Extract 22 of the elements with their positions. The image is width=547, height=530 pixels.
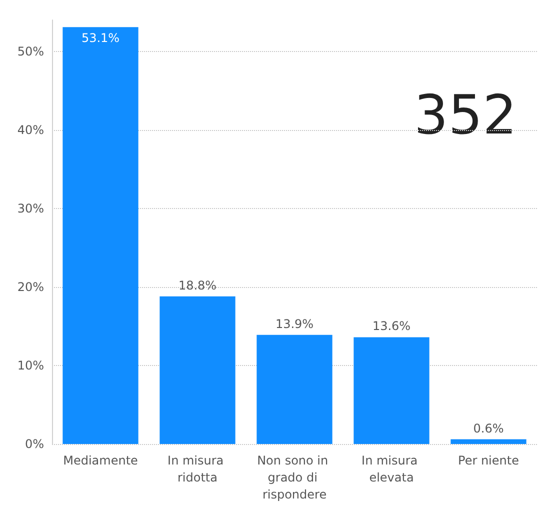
bar: [354, 337, 430, 444]
bar: [450, 439, 526, 444]
x-tick-label: Non sono in grado di rispondere: [257, 454, 332, 502]
y-tick-label: 20%: [17, 280, 44, 294]
x-tick-label: Per niente: [458, 454, 519, 468]
y-tick-label: 50%: [17, 44, 44, 58]
annotation: 352: [414, 84, 518, 146]
bar: [62, 27, 138, 444]
y-tick-label: 30%: [17, 201, 44, 216]
data-label: 13.6%: [372, 319, 411, 334]
data-label: 18.8%: [178, 278, 217, 292]
bar: [256, 334, 332, 444]
bar: [160, 296, 236, 444]
x-tick-label: In misura ridotta: [168, 454, 228, 484]
x-tick-label: In misura elevata: [362, 454, 422, 484]
data-label: 13.9%: [275, 316, 314, 331]
y-tick-label: 10%: [17, 358, 44, 372]
x-tick-label: Mediamente: [63, 454, 138, 468]
data-label: 53.1%: [81, 31, 120, 46]
y-tick-label: 40%: [17, 122, 44, 137]
data-label: 0.6%: [473, 421, 504, 436]
y-tick-label: 0%: [24, 437, 44, 451]
